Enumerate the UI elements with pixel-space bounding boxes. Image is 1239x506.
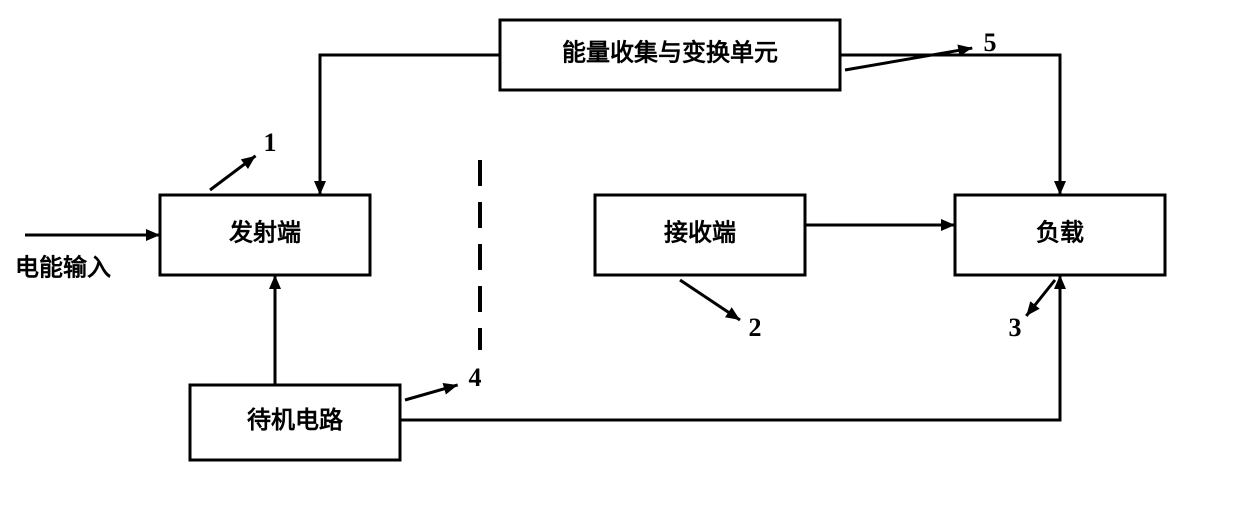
arrow-head [314, 181, 326, 195]
arrow-head [146, 229, 160, 241]
power-input-label: 电能输入 [15, 254, 111, 282]
standby-to-load [400, 275, 1060, 420]
arrow-head [269, 275, 281, 289]
load-label: 负载 [1036, 220, 1084, 247]
arrow-head [1054, 181, 1066, 195]
callout-n1-number: 1 [264, 128, 277, 157]
energy-to-transmitter [320, 55, 500, 195]
callout-n3-number: 3 [1009, 313, 1022, 342]
callout-n2-number: 2 [749, 313, 762, 342]
arrow-head [725, 307, 740, 320]
callout-n5-number: 5 [984, 28, 997, 57]
receiver-label: 接收端 [664, 220, 736, 247]
arrow-head [1054, 275, 1066, 289]
arrow-head [443, 383, 458, 395]
energy-to-load [840, 55, 1060, 195]
callout-n5-arrow [845, 48, 972, 70]
transmitter-label: 发射端 [228, 219, 301, 247]
energy_unit-label: 能量收集与变换单元 [562, 39, 778, 67]
arrow-head [941, 219, 955, 231]
standby-label: 待机电路 [247, 406, 344, 434]
callout-n4-number: 4 [469, 363, 482, 392]
